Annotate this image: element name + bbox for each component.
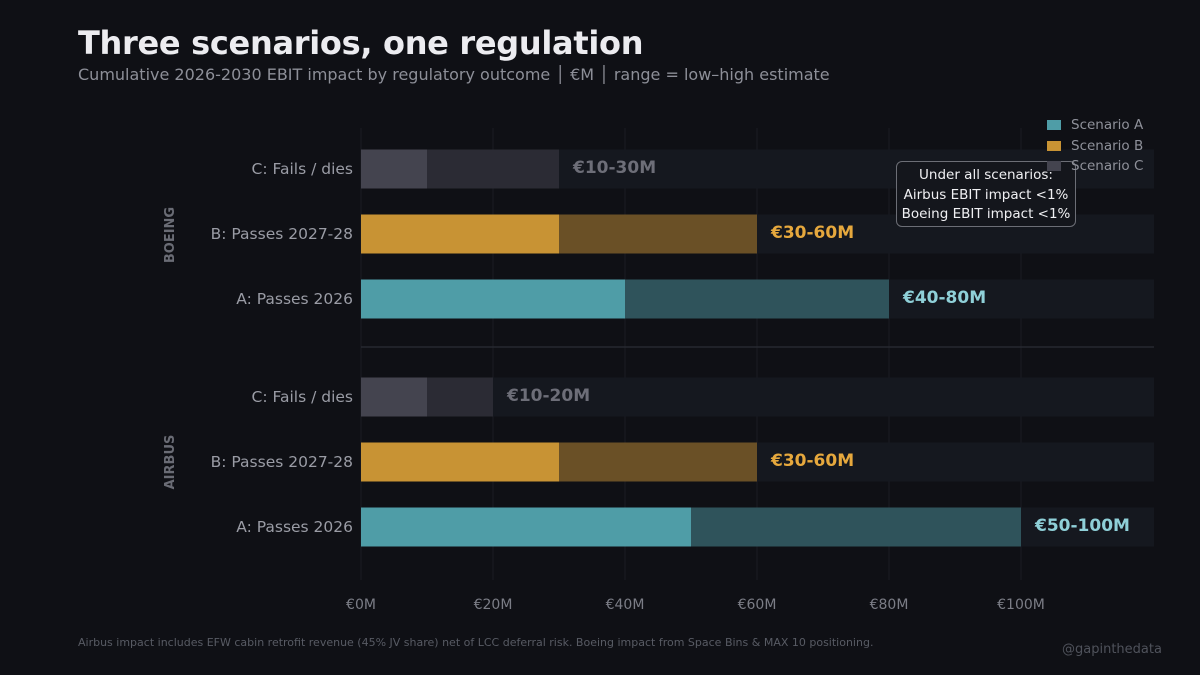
- bar-range-low: [361, 377, 427, 417]
- bar-track: [361, 377, 1154, 417]
- bar-range-low: [361, 279, 625, 319]
- category-label: C: Fails / dies: [252, 388, 353, 406]
- bar-range-low: [361, 214, 559, 254]
- x-tick-label: €60M: [738, 597, 777, 613]
- data-label: €30-60M: [770, 223, 854, 243]
- data-label: €30-60M: [770, 451, 854, 471]
- data-label: €10-30M: [572, 158, 656, 178]
- bar-range-low: [361, 507, 691, 547]
- x-tick-label: €20M: [474, 597, 513, 613]
- legend-swatch-c: [1047, 161, 1061, 172]
- data-label: €10-20M: [506, 386, 590, 406]
- category-label: B: Passes 2027-28: [211, 453, 353, 471]
- legend-label: Scenario B: [1071, 137, 1144, 154]
- bar-range-low: [361, 442, 559, 482]
- bar-range-high: [427, 377, 493, 417]
- data-label: €40-80M: [902, 288, 986, 308]
- data-label: €50-100M: [1034, 516, 1130, 536]
- x-tick-label: €40M: [606, 597, 645, 613]
- legend-swatch-a: [1047, 120, 1061, 131]
- chart-legend: Scenario A Scenario B Scenario C: [1047, 115, 1143, 177]
- group-label: AIRBUS: [163, 435, 178, 490]
- legend-label: Scenario C: [1071, 158, 1144, 175]
- x-tick-label: €80M: [870, 597, 909, 613]
- annotation-line: Under all scenarios:: [919, 167, 1053, 183]
- bar-range-high: [625, 279, 889, 319]
- footnote: Airbus impact includes EFW cabin retrofi…: [78, 636, 874, 649]
- annotation-line: Airbus EBIT impact <1%: [903, 186, 1069, 203]
- bar-range-high: [559, 442, 757, 482]
- chart-subtitle: Cumulative 2026-2030 EBIT impact by regu…: [78, 65, 830, 84]
- category-label: C: Fails / dies: [252, 160, 353, 178]
- legend-swatch-b: [1047, 140, 1061, 151]
- group-label: BOEING: [163, 207, 178, 263]
- x-tick-label: €0M: [346, 597, 376, 613]
- legend-item-scenario-c: Scenario C: [1047, 156, 1143, 177]
- legend-item-scenario-a: Scenario A: [1047, 115, 1143, 136]
- category-label: A: Passes 2026: [236, 518, 353, 536]
- chart-title: Three scenarios, one regulation: [78, 24, 644, 62]
- bar-range-low: [361, 149, 427, 189]
- category-label: B: Passes 2027-28: [211, 225, 353, 243]
- annotation-line: Boeing EBIT impact <1%: [901, 206, 1071, 222]
- bar-range-high: [427, 149, 559, 189]
- legend-item-scenario-b: Scenario B: [1047, 136, 1143, 157]
- annotation-box: Under all scenarios: Airbus EBIT impact …: [896, 161, 1076, 227]
- category-label: A: Passes 2026: [236, 290, 353, 308]
- bar-range-high: [691, 507, 1021, 547]
- credit: @gapinthedata: [1062, 642, 1162, 657]
- bar-range-high: [559, 214, 757, 254]
- x-tick-label: €100M: [997, 597, 1045, 613]
- legend-label: Scenario A: [1071, 117, 1144, 134]
